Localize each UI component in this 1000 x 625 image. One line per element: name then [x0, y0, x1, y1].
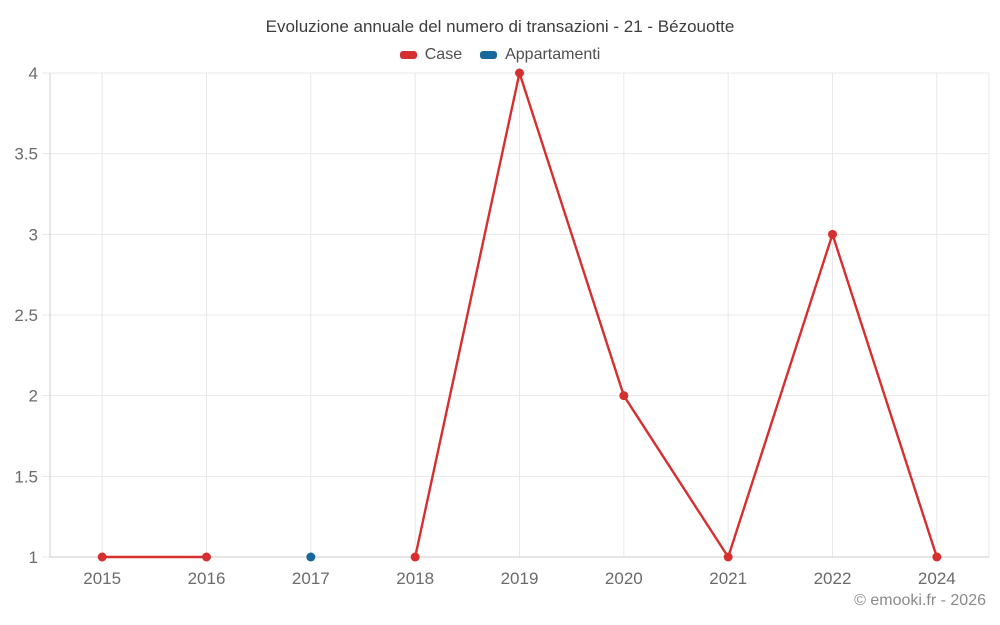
x-tick-label: 2024 [918, 569, 956, 588]
data-point-case-2018 [410, 552, 420, 562]
legend: Case Appartamenti [0, 46, 1000, 64]
legend-label: Appartamenti [505, 46, 601, 63]
legend-label: Case [424, 46, 463, 63]
x-tick-label: 2016 [188, 569, 226, 588]
data-point-appartamenti-2017 [306, 552, 316, 562]
x-tick-label: 2017 [292, 569, 330, 588]
x-tick-label: 2020 [605, 569, 643, 588]
series-case [97, 68, 942, 562]
gridlines [42, 72, 990, 558]
x-tick-label: 2018 [396, 569, 434, 588]
series-appartamenti [306, 552, 316, 562]
x-tick-label: 2015 [83, 569, 121, 588]
legend-item-appartamenti[interactable]: Appartamenti [480, 46, 600, 64]
y-tick-label: 1.5 [14, 467, 38, 486]
y-tick-label: 2 [29, 387, 38, 406]
legend-item-case[interactable]: Case [399, 46, 463, 64]
y-tick-label: 3.5 [14, 145, 38, 164]
legend-swatch-appartamenti [480, 51, 498, 59]
y-axis-labels: 1 1.5 2 2.5 3 3.5 4 [14, 64, 38, 567]
x-tick-label: 2022 [814, 569, 852, 588]
data-point-case-2016 [202, 552, 211, 562]
y-tick-label: 1 [29, 548, 38, 567]
x-tick-label: 2019 [501, 569, 539, 588]
legend-swatch-case [399, 51, 417, 59]
y-tick-label: 4 [29, 64, 38, 83]
x-axis-labels: 2015 2016 2017 2018 2019 2020 2021 2022 2024 [83, 569, 955, 588]
chart-title: Evoluzione annuale del numero di transaz… [265, 17, 735, 36]
data-point-case-2015 [97, 552, 107, 562]
watermark: © emooki.fr - 2026 [854, 592, 986, 609]
y-tick-label: 2.5 [14, 306, 38, 325]
y-tick-label: 3 [29, 225, 38, 244]
data-point-case-2024 [932, 552, 942, 562]
data-point-case-2021 [723, 552, 733, 562]
data-point-case-2019 [515, 68, 524, 78]
data-point-case-2020 [619, 391, 629, 401]
data-point-case-2022 [828, 229, 837, 239]
x-tick-label: 2021 [709, 569, 747, 588]
